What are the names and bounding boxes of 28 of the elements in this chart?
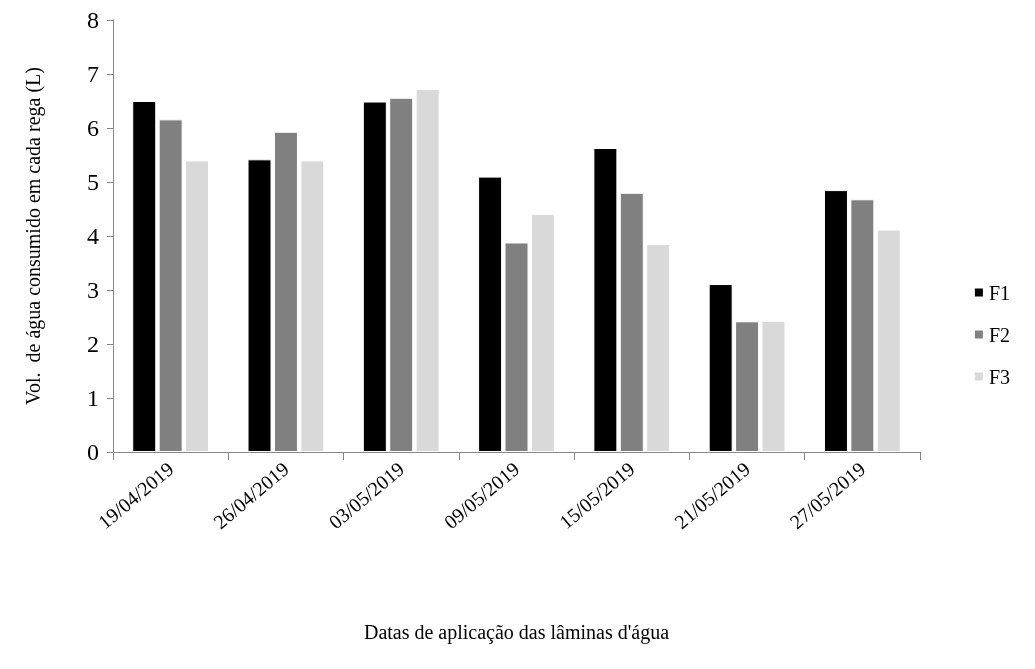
- bar: [593, 147, 618, 452]
- bar: [876, 229, 901, 452]
- bar: [761, 320, 786, 452]
- bar: [415, 89, 440, 452]
- bar: [530, 213, 555, 452]
- bar: [646, 244, 671, 452]
- bar: [362, 101, 387, 452]
- bar: [247, 159, 272, 452]
- y-tick-label: 4: [87, 223, 99, 249]
- y-tick-label: 2: [87, 331, 99, 357]
- legend-label: F1: [988, 281, 1010, 304]
- y-tick-label: 0: [87, 439, 99, 465]
- bar: [132, 101, 157, 452]
- y-tick-label: 1: [87, 385, 99, 411]
- bar: [300, 160, 325, 452]
- legend-label: F3: [988, 365, 1010, 388]
- y-tick-label: 7: [87, 61, 99, 87]
- y-tick-label: 8: [87, 7, 99, 33]
- bar: [823, 190, 848, 452]
- y-axis-title: Vol. de água consumido em cada rega (L): [22, 67, 45, 405]
- bar: [708, 284, 733, 452]
- y-tick-label: 6: [87, 115, 99, 141]
- x-axis-title: Datas de aplicação das lâminas d'água: [363, 621, 670, 644]
- y-tick-label: 5: [87, 169, 99, 195]
- bar: [185, 160, 210, 452]
- legend-label: F2: [988, 323, 1010, 346]
- y-tick-label: 3: [87, 277, 99, 303]
- bar: [478, 176, 503, 452]
